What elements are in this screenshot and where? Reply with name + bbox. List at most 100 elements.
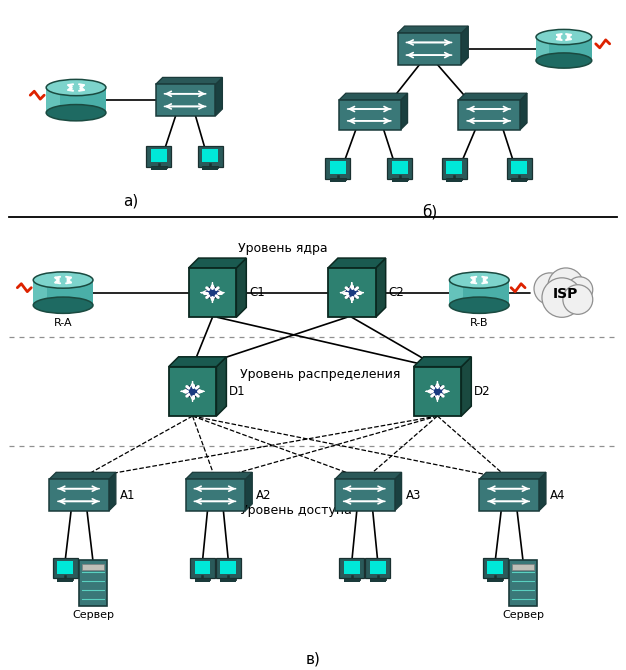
Text: A1: A1 — [120, 488, 135, 502]
FancyBboxPatch shape — [344, 579, 360, 582]
FancyBboxPatch shape — [442, 158, 467, 179]
FancyBboxPatch shape — [509, 560, 537, 606]
Polygon shape — [458, 93, 527, 100]
FancyBboxPatch shape — [392, 179, 408, 182]
FancyBboxPatch shape — [370, 561, 386, 574]
FancyBboxPatch shape — [220, 579, 237, 582]
Text: R-B: R-B — [470, 318, 488, 328]
Polygon shape — [237, 258, 246, 318]
Text: Сервер: Сервер — [72, 610, 114, 620]
FancyBboxPatch shape — [57, 579, 73, 582]
FancyBboxPatch shape — [392, 161, 408, 174]
Text: C2: C2 — [389, 286, 404, 299]
FancyBboxPatch shape — [82, 564, 104, 570]
Ellipse shape — [46, 79, 106, 96]
Polygon shape — [109, 472, 116, 511]
FancyBboxPatch shape — [46, 88, 106, 113]
FancyBboxPatch shape — [536, 37, 592, 60]
FancyBboxPatch shape — [487, 579, 503, 582]
FancyBboxPatch shape — [339, 100, 401, 130]
FancyBboxPatch shape — [449, 280, 463, 306]
Polygon shape — [394, 472, 402, 511]
Polygon shape — [539, 472, 546, 511]
FancyBboxPatch shape — [387, 158, 412, 179]
Polygon shape — [461, 357, 471, 416]
FancyBboxPatch shape — [487, 561, 503, 574]
Text: Сервер: Сервер — [502, 610, 544, 620]
FancyBboxPatch shape — [328, 268, 376, 318]
FancyBboxPatch shape — [146, 146, 171, 167]
Polygon shape — [215, 78, 222, 116]
FancyBboxPatch shape — [446, 179, 463, 182]
FancyBboxPatch shape — [344, 561, 360, 574]
FancyBboxPatch shape — [151, 149, 167, 162]
FancyBboxPatch shape — [483, 557, 508, 578]
Ellipse shape — [33, 272, 93, 288]
Ellipse shape — [185, 385, 200, 397]
Ellipse shape — [449, 297, 509, 314]
Text: ISP: ISP — [553, 287, 578, 301]
FancyBboxPatch shape — [168, 366, 217, 416]
Ellipse shape — [536, 53, 592, 68]
FancyBboxPatch shape — [151, 168, 167, 170]
FancyBboxPatch shape — [33, 280, 93, 306]
FancyBboxPatch shape — [414, 366, 461, 416]
Text: Уровень доступа: Уровень доступа — [240, 504, 352, 517]
Text: A3: A3 — [406, 488, 421, 502]
FancyBboxPatch shape — [446, 161, 463, 174]
FancyBboxPatch shape — [53, 557, 78, 578]
FancyBboxPatch shape — [33, 280, 47, 306]
FancyBboxPatch shape — [458, 100, 520, 130]
Polygon shape — [185, 472, 252, 479]
FancyBboxPatch shape — [198, 146, 223, 167]
Ellipse shape — [46, 105, 106, 121]
Text: Уровень ядра: Уровень ядра — [239, 242, 328, 255]
Polygon shape — [245, 472, 252, 511]
FancyBboxPatch shape — [188, 268, 237, 318]
Polygon shape — [168, 357, 227, 366]
FancyBboxPatch shape — [335, 479, 394, 511]
FancyBboxPatch shape — [330, 161, 346, 174]
Polygon shape — [188, 258, 246, 268]
Text: в): в) — [305, 651, 321, 666]
FancyBboxPatch shape — [57, 561, 73, 574]
FancyBboxPatch shape — [480, 479, 539, 511]
Text: б): б) — [422, 204, 437, 220]
FancyBboxPatch shape — [536, 37, 548, 60]
Text: A4: A4 — [550, 488, 565, 502]
Ellipse shape — [345, 287, 359, 299]
Polygon shape — [339, 93, 408, 100]
Text: C1: C1 — [249, 286, 265, 299]
FancyBboxPatch shape — [195, 579, 210, 582]
FancyBboxPatch shape — [398, 33, 461, 64]
FancyBboxPatch shape — [511, 161, 527, 174]
Ellipse shape — [431, 385, 444, 397]
FancyBboxPatch shape — [511, 179, 527, 182]
Text: A2: A2 — [256, 488, 272, 502]
Text: D1: D1 — [229, 385, 246, 398]
Ellipse shape — [449, 272, 509, 288]
Text: а): а) — [123, 194, 138, 209]
FancyBboxPatch shape — [370, 579, 386, 582]
FancyBboxPatch shape — [202, 168, 218, 170]
FancyBboxPatch shape — [185, 479, 245, 511]
Polygon shape — [217, 357, 227, 416]
FancyBboxPatch shape — [326, 158, 351, 179]
Circle shape — [567, 277, 593, 302]
Text: R-A: R-A — [54, 318, 73, 328]
FancyBboxPatch shape — [156, 84, 215, 116]
Polygon shape — [335, 472, 402, 479]
Ellipse shape — [33, 297, 93, 314]
FancyBboxPatch shape — [365, 557, 390, 578]
FancyBboxPatch shape — [449, 280, 509, 306]
Ellipse shape — [205, 287, 220, 299]
Polygon shape — [401, 93, 408, 130]
Text: Уровень распределения: Уровень распределения — [240, 369, 400, 381]
Polygon shape — [461, 26, 468, 64]
FancyBboxPatch shape — [195, 561, 210, 574]
FancyBboxPatch shape — [216, 557, 241, 578]
FancyBboxPatch shape — [220, 561, 237, 574]
Text: D2: D2 — [475, 385, 491, 398]
Circle shape — [548, 268, 584, 304]
Circle shape — [542, 278, 582, 318]
